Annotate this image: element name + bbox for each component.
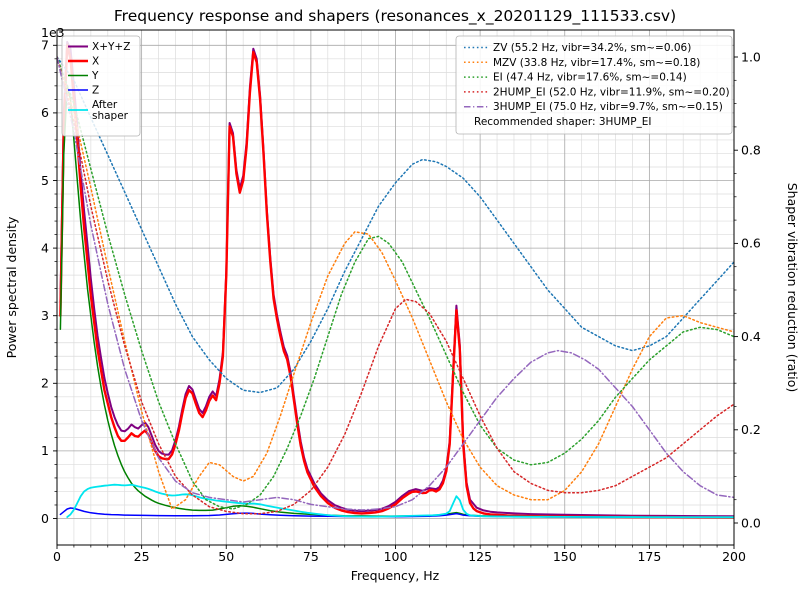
y-left-tick-label: 3 [41,308,49,323]
y-left-tick-label: 7 [41,38,49,53]
legend-label: After [92,99,118,111]
y-left-tick-label: 2 [41,376,49,391]
y-axis-offset-text: 1e3 [41,25,65,40]
x-tick-label: 25 [134,549,150,564]
x-tick-label: 100 [384,549,408,564]
y-right-tick-label: 0.6 [741,236,761,251]
y-right-tick-label: 0.4 [741,329,761,344]
legend-label: 2HUMP_EI (52.0 Hz, vibr=11.9%, sm~=0.20) [493,86,730,98]
shaper-series-group [57,56,734,515]
legend-label: Y [91,70,99,82]
y-left-tick-label: 4 [41,240,49,255]
x-tick-label: 175 [637,549,661,564]
legend-label: ZV (55.2 Hz, vibr=34.2%, sm~=0.06) [493,42,691,54]
y-right-tick-label: 0.0 [741,515,761,530]
x-tick-label: 125 [468,549,492,564]
legend-label: 3HUMP_EI (75.0 Hz, vibr=9.7%, sm~=0.15) [493,101,723,113]
x-tick-label: 75 [303,549,319,564]
x-tick-label: 0 [53,549,61,564]
series-ei [57,56,734,510]
x-tick-label: 50 [218,549,234,564]
legend-label: X+Y+Z [92,41,130,53]
x-axis-label: Frequency, Hz [351,568,440,583]
legend-label: shaper [92,110,129,122]
y-axis-label-right: Shaper vibration reduction (ratio) [785,183,800,393]
legend-box [455,35,733,135]
legend-label: X [92,56,99,68]
y-left-tick-label: 6 [41,105,49,120]
legend-shapers: ZV (55.2 Hz, vibr=34.2%, sm~=0.06) MZV (3… [455,35,733,135]
legend-label: EI (47.4 Hz, vibr=17.6%, sm~=0.14) [493,72,687,84]
legend-recommended-shaper: Recommended shaper: 3HUMP_EI [474,116,652,128]
y-left-tick-label: 1 [41,443,49,458]
series-mzv [57,56,734,510]
y-right-tick-label: 1.0 [741,49,761,64]
series-2hump_ei [57,56,734,515]
series-x [59,44,734,519]
legend-label: MZV (33.8 Hz, vibr=17.4%, sm~=0.18) [493,57,700,69]
axis-tick-labels: 0 25 50 75 100 125 150 175 200 0 1 2 3 4 5 6 7 0.0 0.2 0.4 0… [41,38,761,564]
x-tick-label: 150 [553,549,577,564]
series-zv [57,56,734,394]
series-after-shaper [66,483,734,519]
series-y [59,85,734,519]
series-3hump_ei [57,56,734,511]
axis-ticks [53,44,738,549]
chart-title: Frequency response and shapers (resonanc… [114,7,676,26]
y-left-tick-label: 0 [41,511,49,526]
y-axis-label-left: Power spectral density [4,216,19,358]
y-right-tick-label: 0.8 [741,143,761,158]
x-tick-label: 200 [722,549,746,564]
y-right-tick-label: 0.2 [741,422,761,437]
legend-label: Z [92,85,99,97]
y-left-tick-label: 5 [41,173,49,188]
